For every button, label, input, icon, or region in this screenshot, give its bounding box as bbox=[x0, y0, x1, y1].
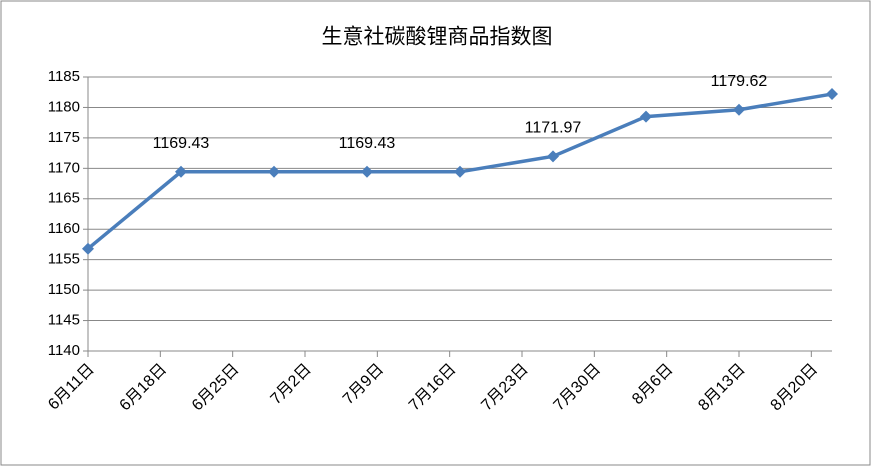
data-point bbox=[826, 88, 838, 101]
y-tick-label: 1170 bbox=[48, 159, 80, 176]
data-point bbox=[268, 165, 280, 178]
data-point bbox=[361, 165, 373, 178]
data-label: 1169.43 bbox=[153, 135, 210, 152]
y-tick-label: 1160 bbox=[48, 220, 80, 237]
y-tick-label: 1175 bbox=[48, 129, 80, 146]
data-point bbox=[82, 242, 94, 255]
data-point bbox=[547, 150, 559, 163]
y-tick-label: 1155 bbox=[48, 251, 80, 268]
data-label: 1171.97 bbox=[525, 120, 582, 137]
data-label: 1169.43 bbox=[339, 135, 396, 152]
chart-title: 生意社碳酸锂商品指数图 bbox=[322, 26, 553, 49]
y-tick-label: 1180 bbox=[48, 98, 80, 115]
data-point bbox=[454, 165, 466, 178]
data-point bbox=[175, 165, 187, 178]
data-point bbox=[733, 103, 745, 116]
y-tick-label: 1145 bbox=[48, 312, 80, 329]
y-tick-label: 1140 bbox=[48, 342, 80, 359]
y-tick-label: 1185 bbox=[48, 68, 80, 85]
data-label: 1179.62 bbox=[711, 73, 768, 90]
y-tick-label: 1150 bbox=[48, 281, 80, 298]
y-tick-label: 1165 bbox=[48, 190, 80, 207]
data-point bbox=[640, 110, 652, 123]
